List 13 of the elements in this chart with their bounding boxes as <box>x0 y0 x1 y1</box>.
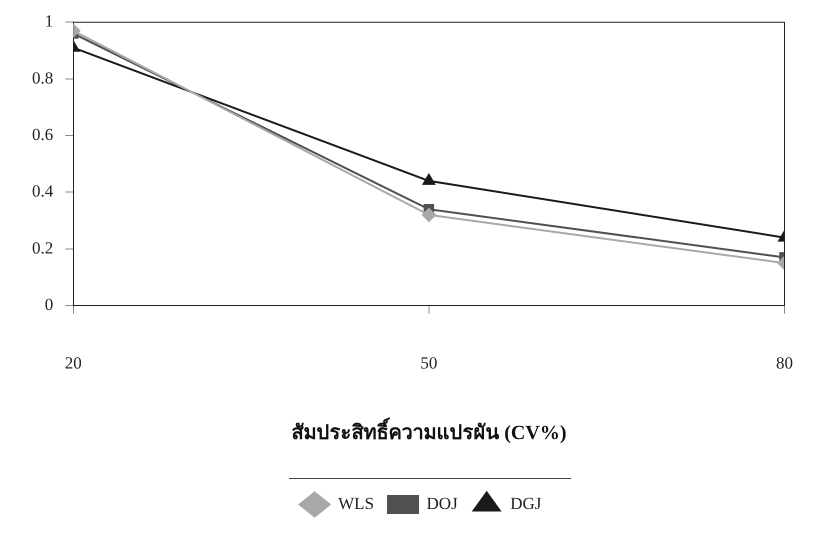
x-axis-title: สัมประสิทธิ์ความแปรผัน (CV%) <box>291 417 566 444</box>
y-tick-label: 0.6 <box>32 125 54 144</box>
x-tick-label: 50 <box>420 353 438 372</box>
legend-label: WLS <box>338 494 374 513</box>
x-tick-label: 80 <box>776 353 793 372</box>
legend-label: DGJ <box>510 494 542 513</box>
y-tick-label: 0.2 <box>32 238 54 258</box>
x-tick-label: 20 <box>64 353 82 372</box>
y-tick-label: 1 <box>44 12 54 31</box>
y-tick-label: 0.4 <box>32 182 54 201</box>
y-tick-label: 0.8 <box>32 68 54 88</box>
y-tick-label: 0 <box>44 295 54 314</box>
legend-label: DOJ <box>426 494 458 513</box>
